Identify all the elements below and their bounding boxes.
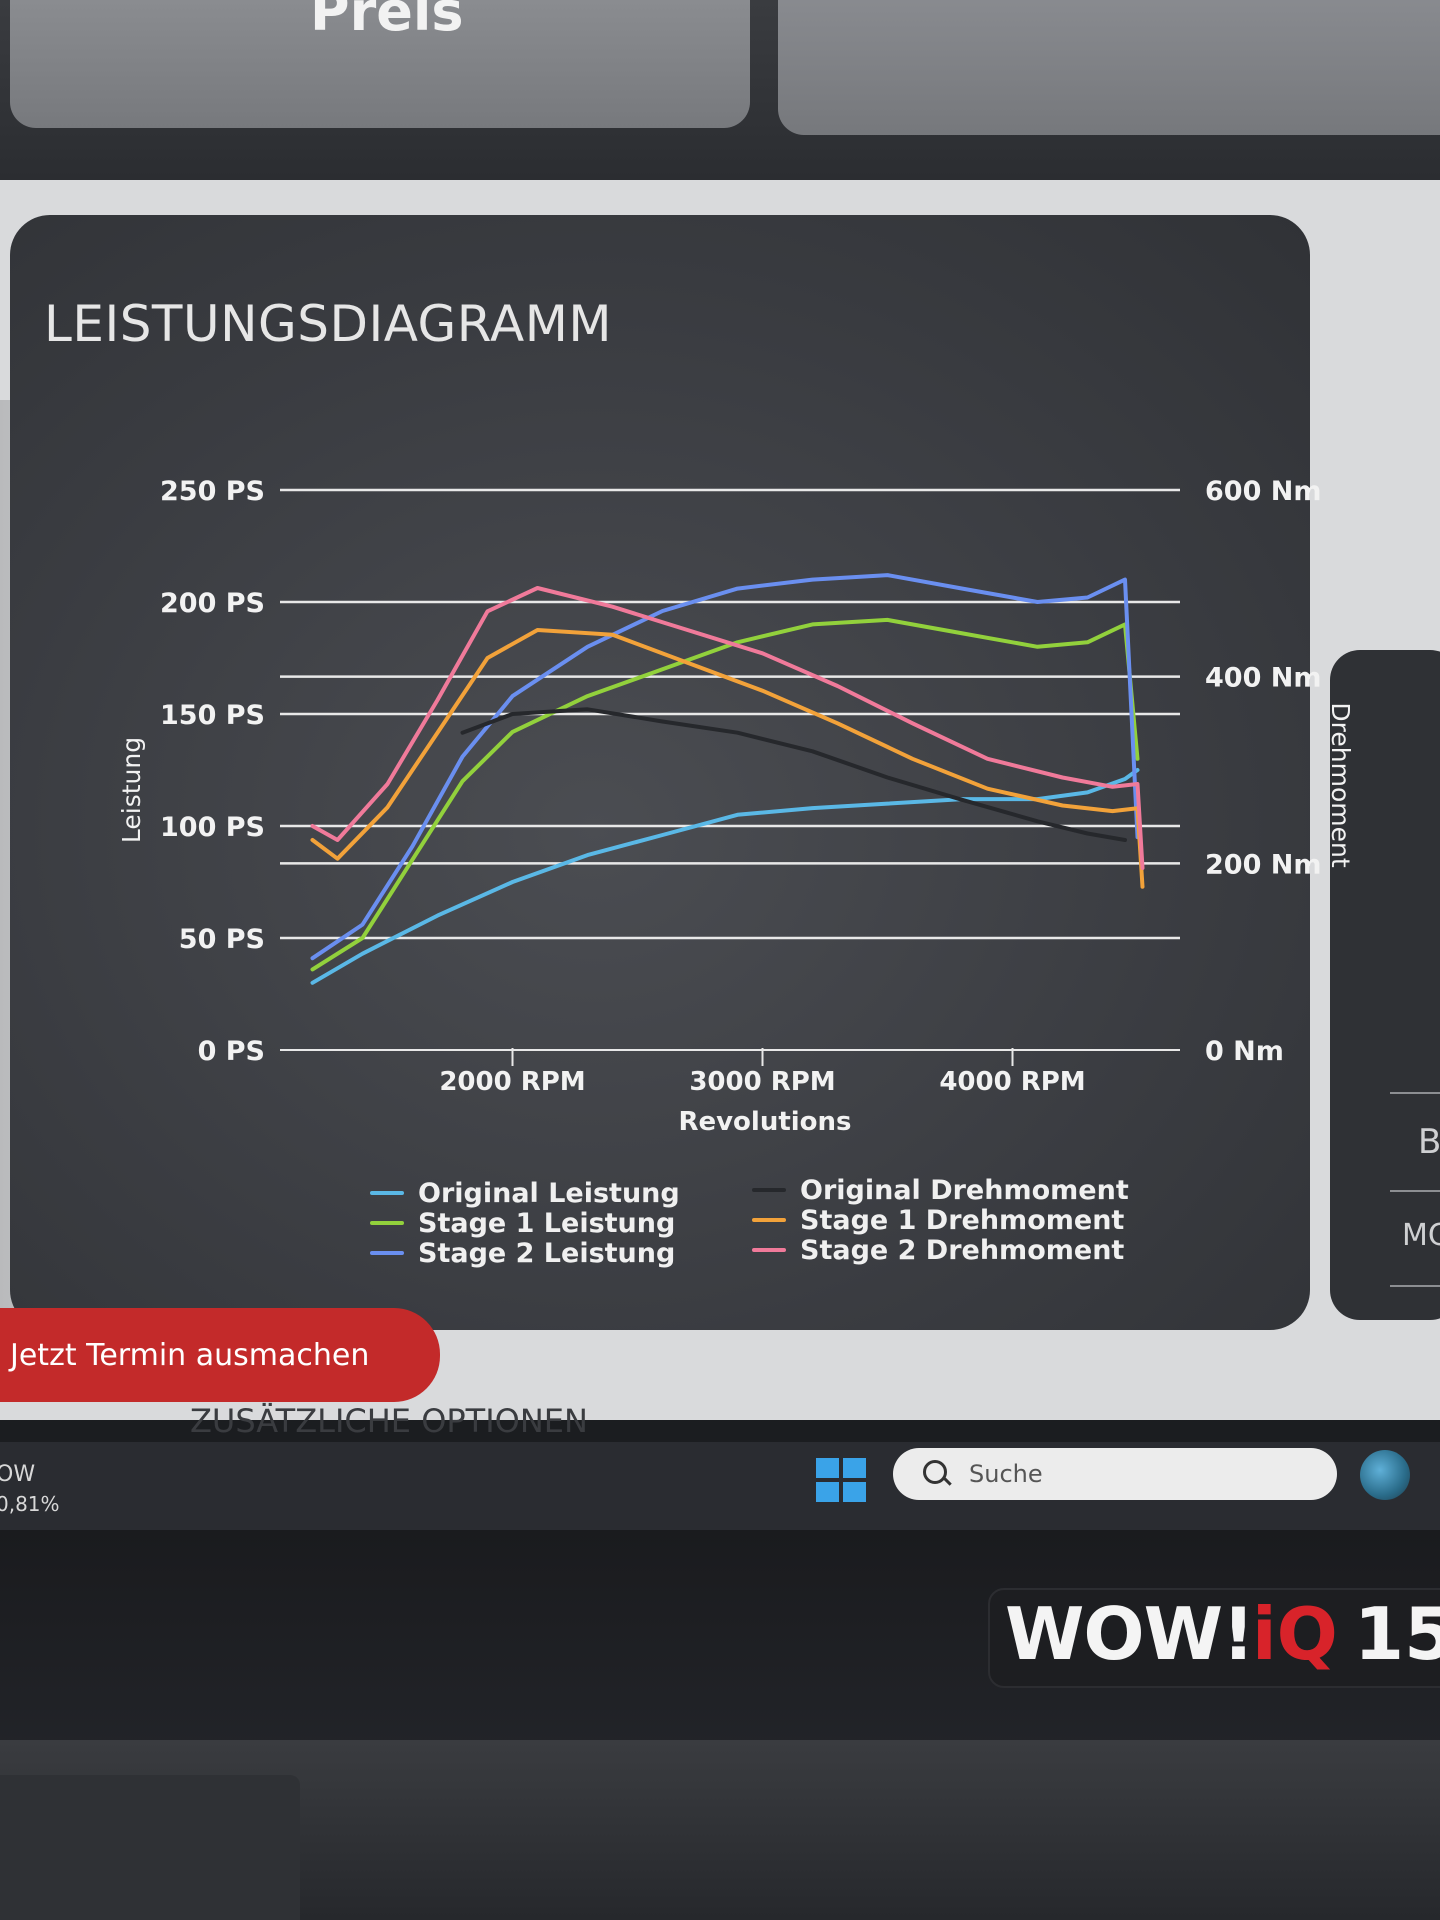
book-appointment-button[interactable]: Jetzt Termin ausmachen [0,1308,440,1402]
legend-swatch [370,1251,404,1255]
taskbar-search-input[interactable]: Suche [893,1448,1337,1500]
laptop-hinge [0,1775,300,1920]
side-label: MC [1402,1218,1440,1253]
legend-item: Original Leistung [370,1177,680,1209]
legend-item: Stage 2 Drehmoment [752,1234,1129,1266]
legend-left: Original Leistung Stage 1 Leistung Stage… [370,1177,680,1269]
y-axis-label: Leistung [117,737,146,843]
legend-item: Stage 1 Drehmoment [752,1204,1129,1236]
legend-swatch [752,1218,786,1222]
legend-label: Original Drehmoment [800,1174,1129,1206]
option-card[interactable] [778,0,1440,135]
x-tick-label: 3000 RPM [689,1067,835,1097]
series-line-original-drehmoment [460,707,1127,842]
price-card[interactable]: Preis [10,0,750,128]
x-tick-label: 4000 RPM [939,1067,1085,1097]
series-line-stage-2-leistung [310,573,1140,961]
legend-item: Stage 2 Leistung [370,1237,680,1269]
y-tick-label: 0 PS [198,1036,265,1067]
y-tick-label: 150 PS [160,700,265,731]
y2-tick-label: 600 Nm [1205,476,1322,507]
legend-label: Stage 1 Drehmoment [800,1204,1125,1236]
windows-logo-pane [816,1458,839,1478]
windows-logo-pane [843,1458,866,1478]
power-diagram-panel [10,215,1310,1330]
brand-sticker [988,1588,1440,1688]
side-divider [1390,1190,1440,1192]
y2-tick-label: 200 Nm [1205,849,1322,880]
stock-widget-name[interactable]: OW [0,1462,36,1487]
legend-swatch [370,1191,404,1195]
legend-right: Original Drehmoment Stage 1 Drehmoment S… [752,1174,1129,1266]
windows-logo-pane [816,1482,839,1502]
y-tick-label: 50 PS [179,924,265,955]
y2-tick-label: 400 Nm [1205,663,1322,694]
windows-logo-pane [843,1482,866,1502]
search-placeholder: Suche [969,1460,1043,1488]
legend-label: Stage 1 Leistung [418,1207,676,1239]
options-heading: ZUSÄTZLICHE OPTIONEN [190,1402,588,1440]
legend-swatch [752,1188,786,1192]
x-axis-label: Revolutions [678,1107,851,1137]
side-divider [1390,1285,1440,1287]
side-label: B [1418,1122,1440,1162]
legend-label: Original Leistung [418,1177,680,1209]
x-tick-label: 2000 RPM [439,1067,585,1097]
brand-number: 15 [1354,1592,1440,1676]
series-line-original-leistung [310,768,1140,985]
stock-widget-change[interactable]: 0,81% [0,1492,60,1516]
windows-start-icon[interactable] [816,1458,866,1502]
legend-label: Stage 2 Drehmoment [800,1234,1125,1266]
y2-axis-label: Drehmoment [1326,702,1355,867]
series-line-stage-1-leistung [310,617,1140,972]
brand-wow: WOW! [1005,1592,1255,1676]
legend-item: Stage 1 Leistung [370,1207,680,1239]
panel-title: LEISTUNGSDIAGRAMM [44,295,612,353]
y-tick-label: 100 PS [160,812,265,843]
price-label: Preis [310,0,464,43]
brand-iq: iQ [1252,1592,1338,1676]
y2-tick-label: 0 Nm [1205,1036,1284,1067]
legend-swatch [752,1248,786,1252]
legend-label: Stage 2 Leistung [418,1237,676,1269]
series-line-stage-2-drehmoment [310,586,1145,870]
series-line-stage-1-drehmoment [310,628,1145,889]
legend-swatch [370,1221,404,1225]
search-icon [923,1460,947,1484]
legend-item: Original Drehmoment [752,1174,1129,1206]
side-divider [1390,1092,1440,1094]
copilot-icon[interactable] [1360,1450,1410,1500]
y-tick-label: 250 PS [160,476,265,507]
y-tick-label: 200 PS [160,588,265,619]
side-panel [1330,650,1440,1320]
